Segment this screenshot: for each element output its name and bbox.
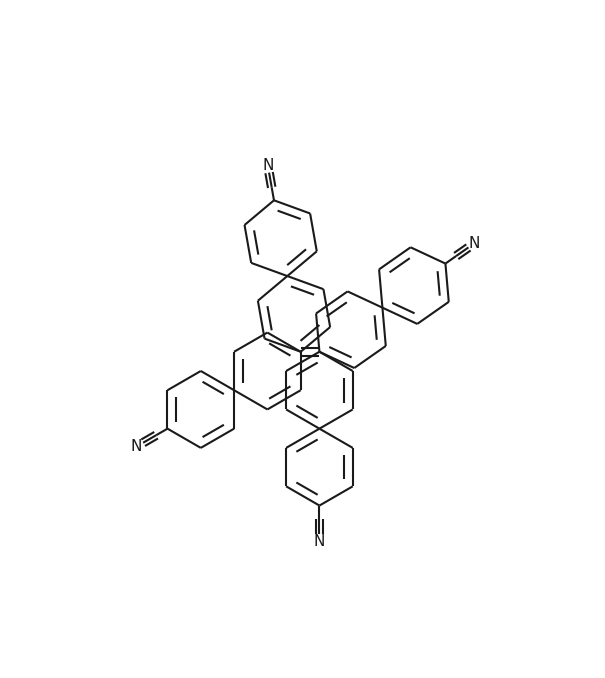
Text: N: N — [262, 158, 273, 173]
Text: N: N — [131, 439, 142, 454]
Text: N: N — [314, 534, 325, 549]
Text: N: N — [469, 236, 480, 251]
